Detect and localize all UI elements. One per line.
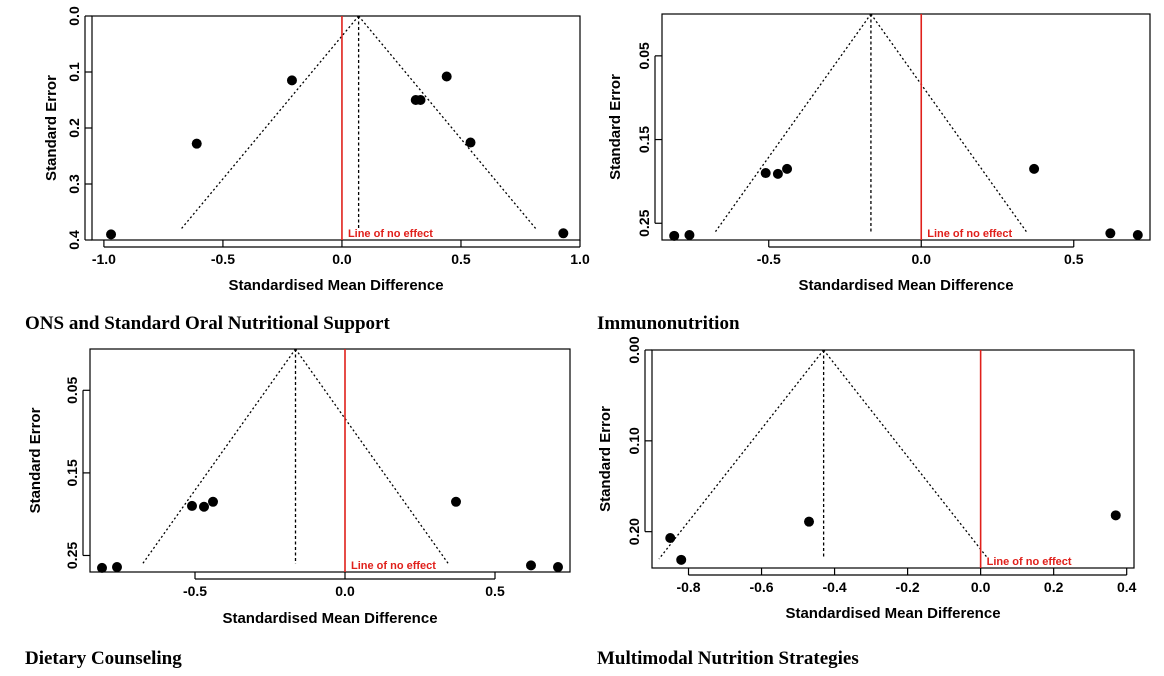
x-tick-label: 0.0 — [332, 251, 352, 267]
study-point — [208, 496, 218, 507]
x-tick-label: 0.5 — [1064, 251, 1084, 267]
funnel-left-line — [142, 348, 297, 565]
funnel-plot-svg: Line of no effect -1.0 -0.5 0.0 0.5 1.0 0.0 0.1… — [43, 6, 590, 294]
y-axis-title: Standard Error — [597, 406, 614, 512]
study-point — [558, 228, 569, 239]
study-point — [1132, 229, 1143, 240]
x-axis-title: Standardised Mean Difference — [785, 605, 1000, 622]
funnel-plot-svg: Line of no effect -0.5 0.0 0.5 0.05 0.15 0.25 S… — [27, 348, 571, 627]
x-tick-label: 0.5 — [451, 251, 471, 267]
x-tick-label: 0.0 — [912, 251, 932, 267]
study-point — [1105, 228, 1116, 239]
funnel-plot-multimodal: Line of no effect -0.8 -0.6 -0.4 -0.2 0.0 0.2 0… — [590, 336, 1164, 630]
funnel-left-line — [658, 349, 825, 560]
x-tick-label: -0.5 — [183, 583, 207, 599]
y-axis-title: Standard Error — [43, 75, 60, 181]
y-tick-label: 0.15 — [636, 126, 652, 153]
study-point — [415, 95, 426, 105]
no-effect-label: Line of no effect — [348, 228, 433, 240]
y-tick-label: 0.15 — [64, 459, 80, 486]
study-point — [676, 554, 687, 565]
x-tick-label: 0.5 — [485, 583, 505, 599]
funnel-right-line — [294, 348, 449, 565]
x-tick-label: -0.2 — [896, 579, 920, 595]
funnel-right-line — [358, 15, 537, 230]
study-point — [441, 71, 452, 82]
study-point — [684, 229, 695, 240]
y-tick-label: 0.10 — [626, 427, 642, 454]
plot-frame — [661, 13, 1151, 241]
study-point — [1029, 163, 1040, 174]
funnel-right-line — [870, 13, 1027, 233]
funnel-left-line — [180, 15, 360, 230]
y-tick-label: 0.20 — [626, 518, 642, 545]
funnel-plot-svg: Line of no effect -0.5 0.0 0.5 0.05 0.15 0.25 S… — [607, 13, 1151, 294]
x-tick-label: -0.8 — [676, 579, 700, 595]
study-point — [187, 500, 197, 511]
y-tick-label: 0.3 — [66, 174, 82, 194]
study-point — [553, 562, 563, 573]
study-point — [526, 560, 536, 571]
study-point — [286, 75, 297, 86]
study-point — [465, 137, 476, 148]
x-tick-label: 0.4 — [1117, 579, 1137, 595]
funnel-left-line — [714, 13, 872, 233]
study-point — [451, 496, 461, 507]
caption-multimodal: Multimodal Nutrition Strategies — [597, 648, 859, 669]
y-axis-title: Standard Error — [27, 407, 44, 513]
y-tick-label: 0.2 — [66, 118, 82, 138]
study-point — [106, 229, 117, 240]
caption-ons: ONS and Standard Oral Nutritional Suppor… — [25, 313, 390, 334]
y-tick-label: 0.00 — [626, 336, 642, 363]
x-tick-label: -0.5 — [757, 251, 781, 267]
study-point — [97, 562, 107, 573]
study-point — [199, 501, 209, 512]
plot-frame — [89, 348, 571, 573]
x-tick-label: 1.0 — [570, 251, 590, 267]
y-tick-label: 0.25 — [636, 209, 652, 236]
y-tick-label: 0.0 — [66, 6, 82, 26]
funnel-plot-svg: Line of no effect-0.8 -0.6 -0.4 -0.2 0.0 0.2 0… — [597, 336, 1137, 622]
x-tick-label: 0.0 — [335, 583, 355, 599]
study-point — [669, 230, 680, 241]
y-tick-label: 0.25 — [64, 542, 80, 569]
no-effect-label: Line of no effect — [927, 228, 1012, 240]
funnel-right-line — [823, 349, 989, 560]
study-point — [665, 533, 676, 544]
x-tick-label: 0.0 — [971, 579, 991, 595]
funnel-plot-dietary-counseling: Line of no effect -0.5 0.0 0.5 0.05 0.15 0.25 S… — [0, 340, 590, 630]
study-point — [804, 516, 815, 527]
x-tick-label: -0.4 — [823, 579, 847, 595]
study-point — [1110, 510, 1121, 521]
x-tick-label: -0.5 — [211, 251, 235, 267]
x-axis-title: Standardised Mean Difference — [798, 277, 1013, 294]
funnel-plot-immunonutrition: Line of no effect -0.5 0.0 0.5 0.05 0.15 0.25 S… — [590, 0, 1164, 300]
y-tick-label: 0.4 — [66, 230, 82, 250]
x-axis-title: Standardised Mean Difference — [222, 610, 437, 627]
x-tick-label: -1.0 — [92, 251, 116, 267]
study-point — [772, 168, 783, 179]
x-axis-title: Standardised Mean Difference — [228, 277, 443, 294]
study-point — [112, 562, 122, 573]
y-tick-label: 0.05 — [636, 42, 652, 69]
study-point — [760, 168, 771, 179]
x-tick-label: 0.2 — [1044, 579, 1064, 595]
funnel-plot-ons: Line of no effect -1.0 -0.5 0.0 0.5 1.0 0.0 0.1… — [0, 0, 590, 300]
x-tick-label: -0.6 — [749, 579, 773, 595]
y-tick-label: 0.05 — [64, 376, 80, 403]
caption-immunonutrition: Immunonutrition — [597, 313, 740, 334]
plot-frame — [651, 349, 1135, 569]
caption-dietary-counseling: Dietary Counseling — [25, 648, 182, 669]
no-effect-label: Line of no effect — [351, 560, 436, 572]
y-axis-title: Standard Error — [607, 74, 624, 180]
study-point — [782, 163, 793, 174]
no-effect-label: Line of no effect — [987, 556, 1072, 568]
study-point — [191, 138, 202, 149]
plot-frame — [91, 15, 581, 241]
y-tick-label: 0.1 — [66, 62, 82, 82]
